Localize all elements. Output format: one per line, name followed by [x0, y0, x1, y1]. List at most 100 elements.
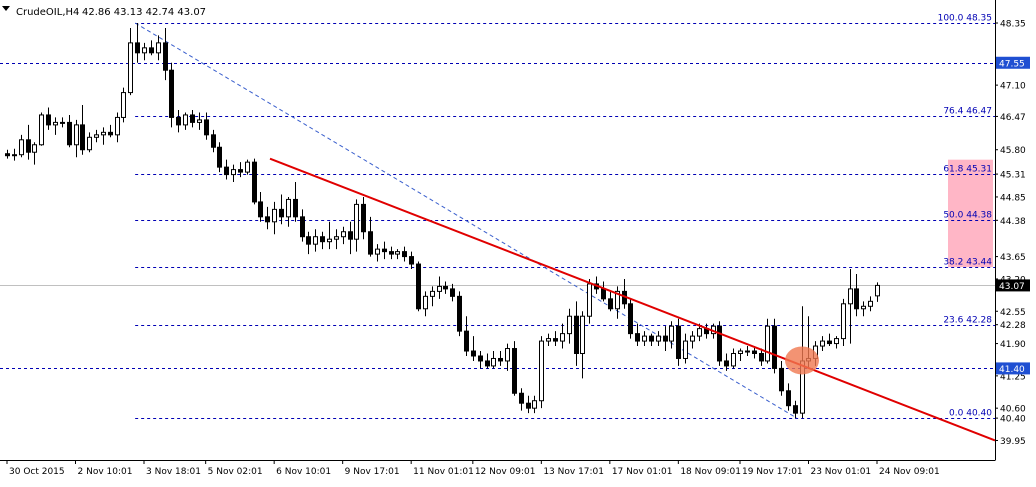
- fib-level-label: 61.8 45.31: [943, 165, 992, 175]
- candle: [820, 336, 825, 352]
- candle-body-bear: [26, 139, 31, 153]
- candle: [176, 109, 181, 133]
- candle-body-bear: [402, 251, 407, 258]
- candle: [450, 283, 455, 302]
- candle-body-bear: [635, 333, 640, 342]
- chevron-down-icon[interactable]: [2, 6, 10, 11]
- candle-body-bear: [238, 169, 243, 173]
- candle: [416, 261, 421, 312]
- candle: [142, 42, 147, 61]
- time-axis-label: 9 Nov 17:01: [345, 467, 400, 477]
- candle-body-bear: [854, 288, 859, 310]
- time-axis-label: 13 Nov 17:01: [543, 467, 604, 477]
- candle-body-bull: [567, 315, 572, 335]
- candle-body-bull: [334, 236, 339, 240]
- candle: [485, 353, 490, 369]
- candle-body-bull: [615, 290, 620, 310]
- candle-body-bear: [169, 69, 174, 118]
- candle: [539, 336, 544, 409]
- candle-body-bull: [341, 231, 346, 238]
- price-axis-label: 43.65: [1000, 253, 1026, 263]
- candle: [389, 246, 394, 260]
- trendline[interactable]: [269, 157, 996, 442]
- time-axis-label: 24 Nov 09:01: [879, 467, 940, 477]
- candle: [245, 159, 250, 175]
- candle-body-bull: [430, 290, 435, 297]
- candle: [574, 301, 579, 366]
- fib-highlight-zone: [948, 159, 993, 268]
- candle-body-bear: [306, 236, 311, 245]
- candle-body-bear: [135, 42, 140, 54]
- time-axis-label: 11 Nov 01:01: [413, 467, 474, 477]
- time-axis-label: 3 Nov 18:01: [146, 467, 201, 477]
- candle: [608, 291, 613, 312]
- candle: [841, 298, 846, 347]
- candle: [519, 388, 524, 411]
- candle-body-bear: [512, 348, 517, 394]
- candle-body-bear: [772, 325, 777, 369]
- candle-body-bull: [313, 236, 318, 245]
- candle-body-bull: [546, 338, 551, 342]
- candle-body-bull: [231, 169, 236, 176]
- fib-diagonal-line[interactable]: [134, 22, 798, 419]
- candle: [615, 286, 620, 319]
- candle-body-bull: [53, 121, 58, 126]
- candle: [53, 117, 58, 135]
- candle: [238, 162, 243, 178]
- candle: [567, 308, 572, 344]
- candle: [628, 298, 633, 339]
- candle-body-bear: [649, 335, 654, 342]
- fib-level-label: 23.6 42.28: [943, 316, 992, 326]
- candle: [279, 194, 284, 225]
- candle-body-bull: [560, 333, 565, 342]
- candle: [19, 134, 24, 158]
- fib-level-label: 38.2 43.44: [943, 258, 992, 268]
- candle: [861, 301, 866, 317]
- candle: [258, 191, 263, 222]
- time-axis-label: 12 Nov 09:01: [475, 467, 536, 477]
- candle: [382, 241, 387, 260]
- candle: [80, 105, 85, 155]
- level-price-badge: 41.40: [999, 365, 1025, 375]
- candle-body-bull: [32, 144, 37, 153]
- candle-body-bear: [320, 236, 325, 243]
- candle: [197, 112, 202, 130]
- candle-body-bear: [46, 114, 51, 126]
- candle: [300, 209, 305, 242]
- candle-body-bull: [327, 238, 332, 243]
- candle: [580, 311, 585, 379]
- level-price-badge-bg: [996, 56, 1030, 69]
- candle: [745, 346, 750, 356]
- candle-body-bear: [149, 47, 154, 54]
- candle-body-bull: [437, 285, 442, 292]
- candle-body-bear: [457, 295, 462, 332]
- time-axis-label: 23 Nov 01:01: [810, 467, 871, 477]
- candle-body-bear: [443, 285, 448, 290]
- candle: [868, 296, 873, 312]
- candle-body-bear: [176, 116, 181, 126]
- candle: [526, 395, 531, 414]
- candle-body-bear: [752, 350, 757, 355]
- candle: [74, 119, 79, 158]
- candle-body-bear: [574, 315, 579, 355]
- candle: [546, 333, 551, 347]
- level-price-badge-bg: [996, 362, 1030, 375]
- candle-body-bear: [163, 42, 168, 71]
- time-axis-label: 5 Nov 02:01: [208, 467, 263, 477]
- candle: [786, 383, 791, 411]
- candle-body-bull: [642, 335, 647, 342]
- candle-body-bear: [450, 288, 455, 297]
- price-axis-label: 39.95: [1000, 437, 1026, 447]
- candle: [286, 196, 291, 227]
- candle: [443, 281, 448, 294]
- candle-body-bull: [74, 124, 79, 146]
- time-axis-label: 30 Oct 2015: [9, 467, 65, 477]
- candle-body-bull: [683, 340, 688, 359]
- candle: [656, 331, 661, 347]
- candle: [272, 201, 277, 235]
- candle-body-bull: [156, 42, 161, 54]
- candle: [217, 142, 222, 173]
- candle-body-bull: [820, 340, 825, 347]
- candle: [827, 333, 832, 347]
